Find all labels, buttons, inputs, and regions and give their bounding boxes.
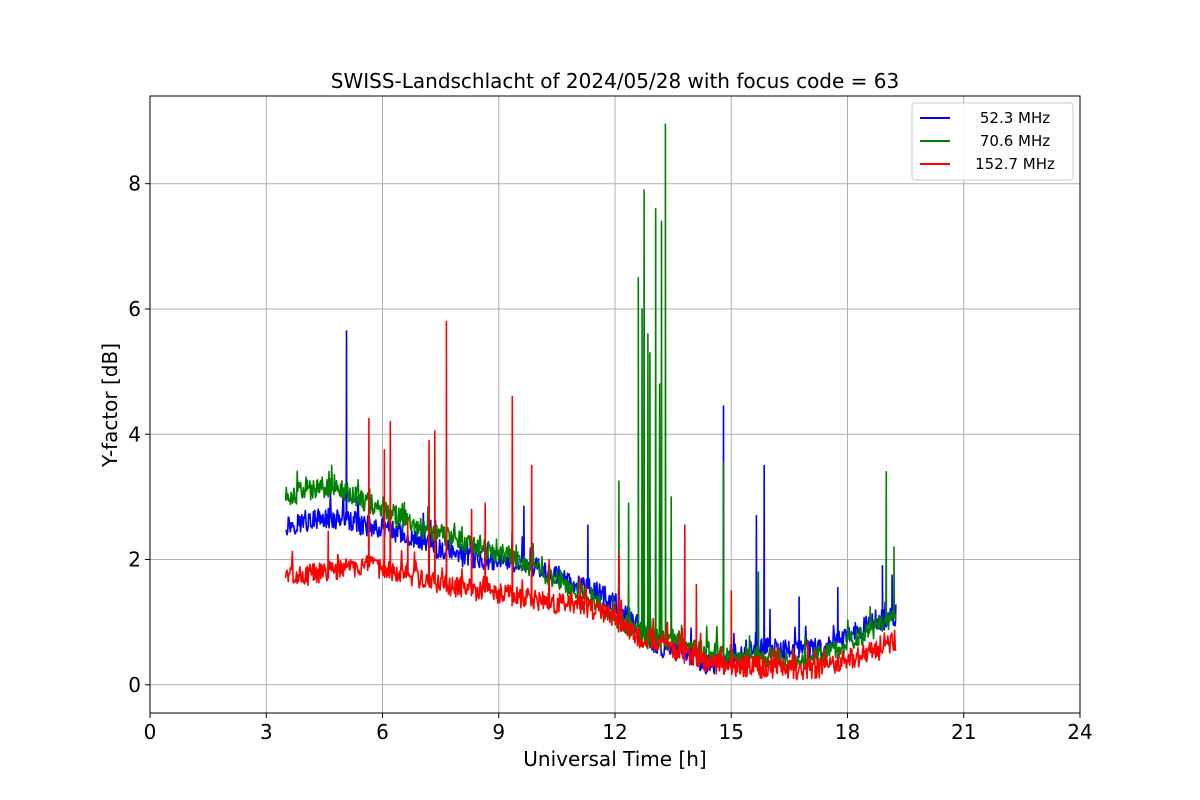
x-tick-label: 6: [376, 720, 389, 744]
chart-title: SWISS-Landschlacht of 2024/05/28 with fo…: [331, 69, 899, 93]
y-tick-label: 8: [128, 172, 141, 196]
grid-lines: [149, 96, 1081, 713]
legend-box: [911, 102, 1074, 181]
x-tick-label: 9: [492, 720, 505, 744]
legend-label: 152.7 MHz: [975, 155, 1055, 173]
legend: 52.3 MHz 70.6 MHz 152.7 MHz: [911, 102, 1074, 181]
x-axis-title: Universal Time [h]: [523, 747, 706, 771]
y-tick-label: 0: [128, 673, 141, 697]
x-tick-label: 24: [1067, 720, 1092, 744]
series-line-2: [284, 320, 897, 681]
x-tick-label: 12: [602, 720, 627, 744]
x-tick-label: 0: [144, 720, 157, 744]
y-tick-label: 6: [128, 297, 141, 321]
x-tick-label: 21: [951, 720, 976, 744]
x-tick-label: 3: [260, 720, 273, 744]
series-lines: [284, 123, 897, 681]
y-tick-label: 4: [128, 422, 141, 446]
y-axis-title: Y-factor [dB]: [98, 343, 122, 468]
legend-label: 52.3 MHz: [980, 109, 1050, 127]
x-tick-label: 15: [719, 720, 744, 744]
x-tick-label: 18: [835, 720, 860, 744]
series-line-1: [284, 123, 897, 671]
legend-label: 70.6 MHz: [980, 132, 1050, 150]
y-tick-label: 2: [128, 548, 141, 572]
